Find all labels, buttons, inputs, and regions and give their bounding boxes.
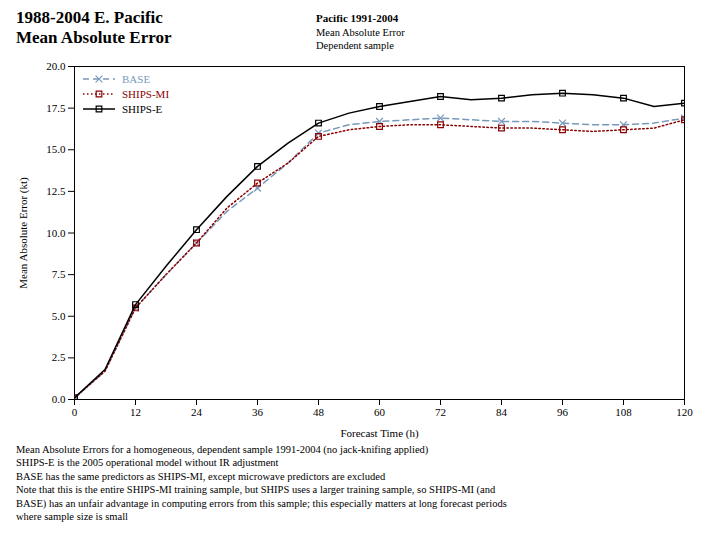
html-text:Mean Absolute Error: Mean Absolute Error [316, 26, 405, 38]
html-text:SHIPS-E: SHIPS-E [122, 102, 163, 115]
html-text:SHIPS-E is the 2005 operationa: SHIPS-E is the 2005 operational model wi… [16, 457, 279, 469]
svg-text:0: 0 [72, 406, 78, 418]
html-text:where sample size is small: where sample size is small [16, 511, 128, 523]
svg-text:36: 36 [252, 406, 264, 418]
svg-text:0.0: 0.0 [52, 393, 66, 405]
svg-text:15.0: 15.0 [46, 143, 66, 155]
svg-text:120: 120 [676, 406, 693, 418]
svg-text:12.5: 12.5 [46, 185, 66, 197]
html-text:Mean Absolute Error: Mean Absolute Error [16, 27, 172, 47]
svg-text:Forecast Time (h): Forecast Time (h) [340, 427, 419, 440]
html-text:Mean Absolute Errors for a hom: Mean Absolute Errors for a homogeneous, … [16, 444, 429, 455]
svg-text:72: 72 [435, 406, 446, 418]
svg-text:17.5: 17.5 [46, 102, 66, 114]
html-text:BASE has the same predictors a: BASE has the same predictors as SHIPS-MI… [16, 470, 386, 482]
html-text:BASE) has an unfair advantage: BASE) has an unfair advantage in computi… [16, 497, 507, 509]
svg-text:Mean Absolute Error (kt): Mean Absolute Error (kt) [17, 177, 30, 289]
svg-text:108: 108 [615, 406, 632, 418]
svg-text:96: 96 [557, 406, 569, 418]
svg-text:60: 60 [374, 406, 386, 418]
html-text:BASE: BASE [122, 73, 151, 85]
html-text:Note that this is the entire S: Note that this is the entire SHIPS-MI tr… [16, 484, 496, 496]
html-text:Dependent sample: Dependent sample [316, 39, 394, 51]
html-text:Pacific 1991-2004: Pacific 1991-2004 [316, 12, 399, 24]
svg-text:12: 12 [130, 406, 141, 418]
svg-text:5.0: 5.0 [52, 310, 66, 322]
html-text:1988-2004 E. Pacific: 1988-2004 E. Pacific [16, 8, 163, 27]
svg-text:10.0: 10.0 [46, 227, 66, 239]
svg-text:84: 84 [496, 406, 508, 418]
svg-text:20.0: 20.0 [46, 60, 66, 72]
svg-text:48: 48 [313, 406, 325, 418]
html-text:SHIPS-MI: SHIPS-MI [122, 87, 170, 100]
svg-text:24: 24 [191, 406, 203, 418]
svg-text:2.5: 2.5 [52, 351, 66, 363]
svg-text:7.5: 7.5 [52, 268, 66, 280]
